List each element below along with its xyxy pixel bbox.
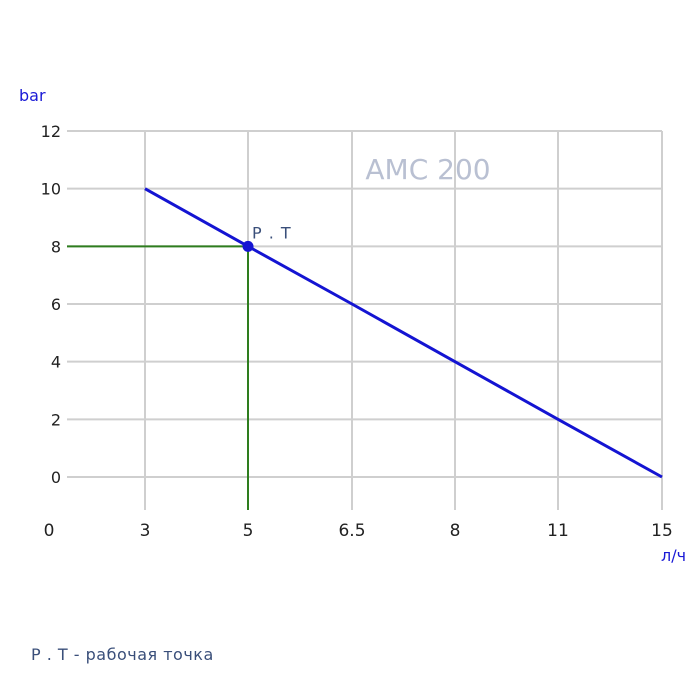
y-tick-labels: 0 2 4 6 8 10 12 bbox=[41, 122, 61, 487]
x-tick-label-5: 5 bbox=[243, 521, 254, 541]
vertical-gridlines bbox=[144, 131, 663, 510]
x-tick-label-0: 0 bbox=[44, 521, 55, 541]
x-tick-label-11: 11 bbox=[547, 521, 569, 541]
chart-watermark: AMC 200 bbox=[365, 153, 490, 186]
x-tick-label-15: 15 bbox=[651, 521, 673, 541]
y-axis-label: bar bbox=[19, 86, 46, 105]
x-tick-label-6.5: 6.5 bbox=[338, 521, 365, 541]
y-tick-label-10: 10 bbox=[41, 180, 61, 199]
y-tick-label-0: 0 bbox=[51, 468, 61, 487]
y-tick-label-6: 6 bbox=[51, 295, 61, 314]
x-axis-label: л/ч bbox=[661, 546, 687, 565]
series-line-0 bbox=[144, 187, 663, 479]
y-tick-label-4: 4 bbox=[51, 353, 61, 372]
y-tick-label-8: 8 bbox=[51, 237, 61, 256]
y-tick-label-2: 2 bbox=[51, 410, 61, 429]
x-tick-label-8: 8 bbox=[450, 521, 461, 541]
footnote-legend: P . T - рабочая точка bbox=[31, 645, 214, 664]
series-lines bbox=[144, 187, 663, 479]
operating-point-marker bbox=[242, 240, 254, 252]
operating-point-label: P . T bbox=[252, 223, 292, 242]
operating-point-guides bbox=[67, 245, 249, 510]
x-tick-label-3: 3 bbox=[140, 521, 151, 541]
y-tick-label-12: 12 bbox=[41, 122, 61, 141]
operating-point-group: P . T bbox=[242, 223, 292, 252]
x-tick-labels: 0 3 5 6.5 8 11 15 bbox=[44, 521, 673, 541]
